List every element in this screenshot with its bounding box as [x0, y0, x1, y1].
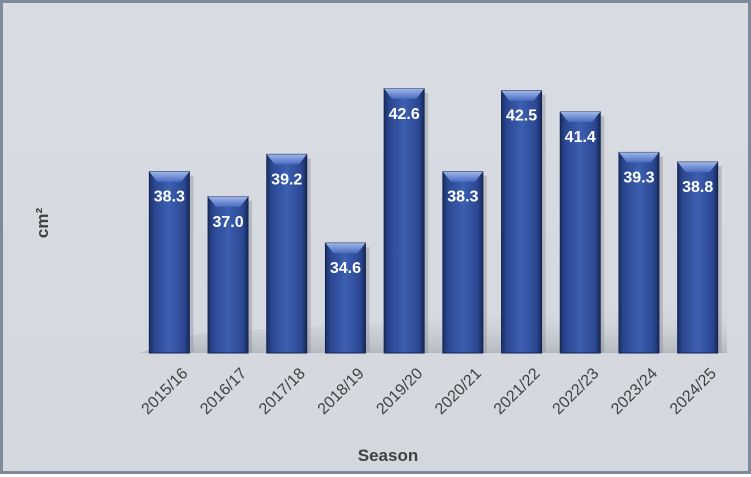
bar-value-label: 38.3 — [447, 189, 478, 206]
bar-value-label: 37.0 — [212, 214, 243, 231]
bar-bevel — [325, 243, 366, 254]
x-tick-label: 2017/18 — [256, 365, 309, 418]
x-tick-label: 2023/24 — [608, 365, 661, 418]
bar — [442, 171, 484, 354]
y-axis-label: cm² — [33, 207, 53, 239]
x-axis-label: Season — [357, 446, 419, 465]
bar-value-label: 34.6 — [330, 260, 361, 277]
bar — [501, 90, 543, 354]
bar-bevel — [677, 162, 718, 173]
bar-value-label: 42.5 — [506, 108, 537, 125]
bar — [383, 88, 425, 354]
bar-bevel — [208, 196, 249, 207]
bar-bevel — [384, 88, 425, 99]
bar — [677, 161, 719, 354]
x-tick-label: 2019/20 — [373, 365, 426, 418]
x-tick-label: 2020/21 — [432, 365, 485, 418]
x-tick-label: 2018/19 — [315, 365, 368, 418]
bar-bevel — [149, 171, 190, 182]
x-tick-label: 2016/17 — [197, 365, 250, 418]
bar-value-label: 38.8 — [682, 179, 713, 196]
bar-bevel — [266, 154, 307, 165]
x-tick-label: 2015/16 — [139, 365, 192, 418]
bar — [148, 171, 190, 354]
x-tick-label: 2022/23 — [550, 365, 603, 418]
x-tick-label: 2024/25 — [667, 365, 720, 418]
bar — [618, 151, 660, 354]
bar-value-label: 38.3 — [154, 189, 185, 206]
x-tick-label: 2021/22 — [491, 365, 544, 418]
bar-bevel — [442, 171, 483, 182]
bar-value-label: 39.2 — [271, 171, 302, 188]
bar-bevel — [501, 90, 542, 101]
bar — [324, 242, 366, 354]
bar — [559, 111, 601, 354]
bar-bevel — [560, 111, 601, 122]
bar-chart: 38.3 37.0 39.2 34.6 42.6 38.3 42.5 41.4 39.3 38.8… — [139, 88, 727, 418]
bar-value-label: 42.6 — [389, 106, 420, 123]
bar — [207, 196, 249, 354]
bar-bevel — [618, 152, 659, 163]
bar-value-label: 39.3 — [623, 169, 654, 186]
bar-value-label: 41.4 — [565, 129, 596, 146]
